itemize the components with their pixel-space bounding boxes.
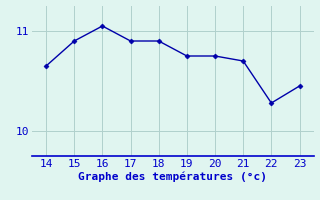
X-axis label: Graphe des températures (°c): Graphe des températures (°c) [78,172,267,182]
